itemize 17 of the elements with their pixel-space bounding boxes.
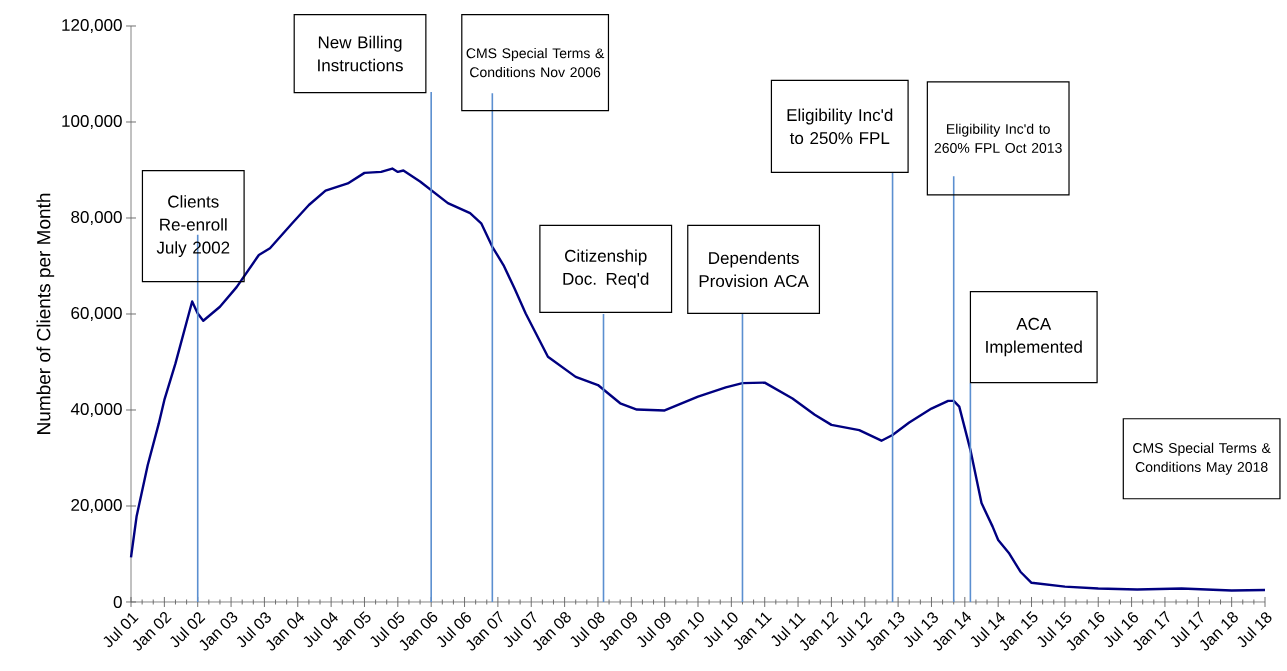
y-tick-label: 20,000	[71, 498, 122, 514]
ref-line-label: Eligibility Inc'd to 250% FPL	[787, 108, 893, 145]
ref-line-label: New Billing Instructions	[318, 35, 403, 72]
x-tick-label: Jul 18	[1237, 612, 1272, 648]
ref-line-label: CMS Special Terms & Conditions Nov 2006	[466, 47, 605, 78]
ref-line-label: Eligibility Inc'd to 260% FPL Oct 2013	[934, 123, 1062, 153]
ref-line-label: Dependents Provision ACA	[699, 251, 809, 288]
y-tick-label: 40,000	[70, 402, 122, 418]
y-tick-label: 100,000	[62, 114, 122, 130]
ref-line-label: ACA Implemented	[986, 317, 1082, 357]
ref-line-label: Citizenship Doc. Req'd	[563, 249, 649, 289]
y-tick-label: 80,000	[71, 210, 122, 226]
y-tick-label: 60,000	[71, 306, 122, 322]
annotation: CMS Special Terms & Conditions May 2018	[1133, 442, 1271, 475]
y-tick-label: 120,000	[62, 18, 122, 34]
y-tick-label: 0	[113, 595, 122, 609]
y-axis-title: Number of Clients per Month	[36, 193, 55, 434]
